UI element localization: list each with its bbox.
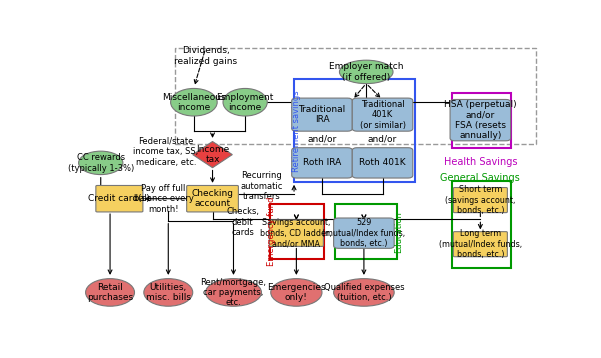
Text: Emergencies
only!: Emergencies only! [267,283,326,302]
Text: Rent/mortgage,
car payments,
etc.: Rent/mortgage, car payments, etc. [201,277,266,307]
Text: Checking
account: Checking account [192,189,234,208]
Ellipse shape [223,88,267,116]
Text: General Savings: General Savings [441,173,520,183]
Text: Utilities,
misc. bills: Utilities, misc. bills [146,283,191,302]
Text: Roth IRA: Roth IRA [303,158,341,168]
Text: HSA (perpetual)
and/or
FSA (resets
annually): HSA (perpetual) and/or FSA (resets annua… [444,100,517,140]
Ellipse shape [270,279,322,306]
Text: Qualified expenses
(tuition, etc.): Qualified expenses (tuition, etc.) [323,283,404,302]
FancyBboxPatch shape [453,232,507,257]
Text: Retail
purchases: Retail purchases [87,283,133,302]
Text: Savings account,
bonds, CD ladder,
and/or MMA: Savings account, bonds, CD ladder, and/o… [260,218,332,248]
Text: Education: Education [394,211,403,253]
Text: Pay off full
balance every
month!: Pay off full balance every month! [133,184,194,214]
Text: and/or: and/or [368,135,397,144]
Ellipse shape [79,151,123,175]
Text: Income
tax: Income tax [196,145,229,164]
Text: Roth 401K: Roth 401K [359,158,406,168]
FancyBboxPatch shape [450,100,511,141]
Text: and/or: and/or [307,135,337,144]
Text: Traditional
401K
(or similar): Traditional 401K (or similar) [359,100,406,130]
Bar [270,204,325,259]
Ellipse shape [206,279,261,306]
Bar [335,204,397,259]
Text: Traditional
IRA: Traditional IRA [298,105,346,124]
Text: Retirement savings: Retirement savings [292,90,301,172]
FancyBboxPatch shape [291,98,352,131]
Text: Emergency fund: Emergency fund [267,197,276,266]
Text: 529
(mutual/Index funds,
bonds, etc.): 529 (mutual/Index funds, bonds, etc.) [322,218,406,248]
Text: Dividends,
realized gains: Dividends, realized gains [174,47,237,66]
Text: Short term
(savings account,
bonds, etc.): Short term (savings account, bonds, etc.… [445,185,516,215]
Ellipse shape [334,279,394,306]
FancyBboxPatch shape [269,220,323,246]
Text: Federal/state
income tax, SS,
medicare, etc.: Federal/state income tax, SS, medicare, … [133,137,198,167]
Text: Checks,
debit
cards: Checks, debit cards [227,207,259,237]
Text: Credit card(s): Credit card(s) [88,194,150,203]
Text: Recurring
automatic
transfers: Recurring automatic transfers [240,171,282,201]
Text: Health Savings: Health Savings [444,157,517,167]
Bar [453,181,511,268]
FancyBboxPatch shape [187,185,239,212]
Ellipse shape [85,279,135,306]
Polygon shape [193,141,233,168]
Ellipse shape [340,60,393,84]
Text: Long term
(mutual/Index funds,
bonds, etc.): Long term (mutual/Index funds, bonds, et… [439,229,522,259]
Text: CC rewards
(typically 1-3%): CC rewards (typically 1-3%) [68,153,134,173]
Text: Miscellaneous
income: Miscellaneous income [162,92,226,112]
FancyBboxPatch shape [352,98,413,131]
Ellipse shape [171,88,217,116]
Bar [294,79,415,182]
Text: Employment
income: Employment income [216,92,274,112]
Bar [175,48,536,144]
FancyBboxPatch shape [96,185,143,212]
Bar [453,93,511,148]
FancyBboxPatch shape [352,148,413,178]
FancyBboxPatch shape [453,188,507,213]
FancyBboxPatch shape [291,148,352,178]
Text: Employer match
(if offered): Employer match (if offered) [329,62,403,82]
Ellipse shape [144,279,193,306]
FancyBboxPatch shape [334,218,394,248]
